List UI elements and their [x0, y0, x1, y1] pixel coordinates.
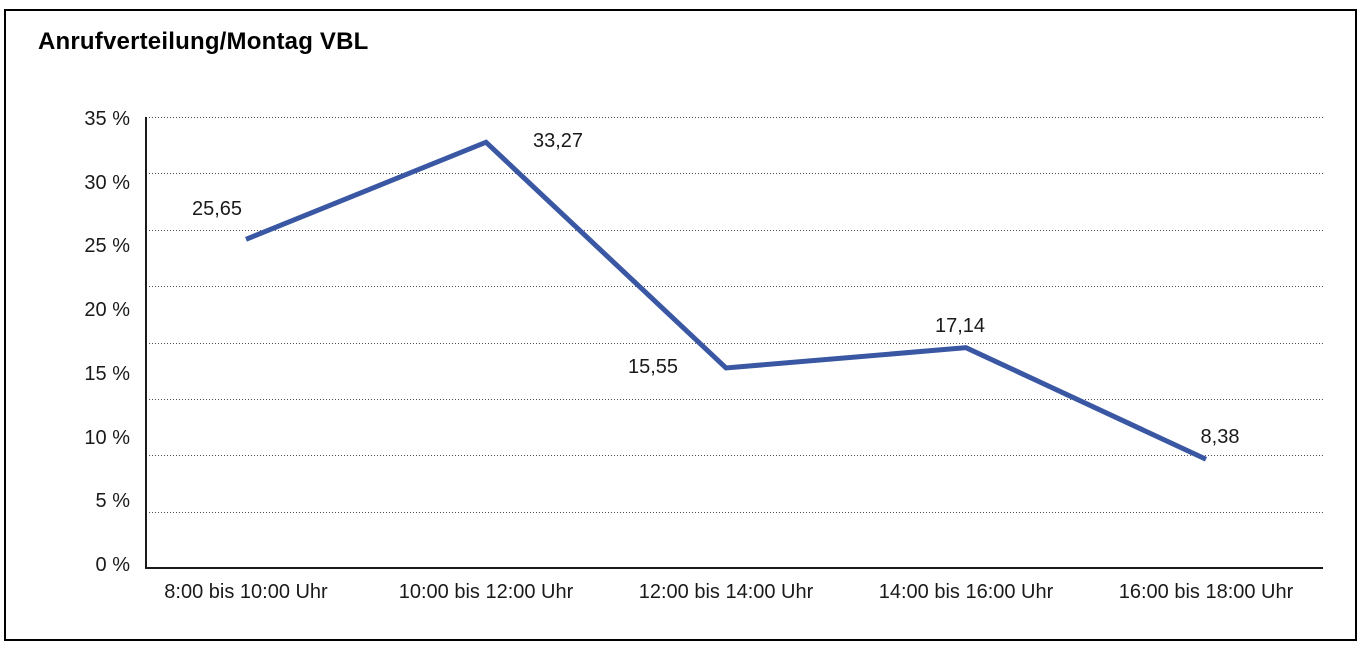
data-point-label: 8,38 [1200, 426, 1240, 449]
data-point-label: 15,55 [627, 355, 679, 378]
x-axis-category-label: 10:00 bis 12:00 Uhr [398, 581, 574, 603]
x-axis-line [145, 567, 1323, 569]
y-axis-tick-label: 15 % [84, 362, 130, 385]
chart-title: Anrufverteilung/Montag VBL [38, 28, 369, 55]
gridline [146, 117, 1323, 118]
x-axis-category-label: 14:00 bis 16:00 Uhr [878, 581, 1054, 603]
y-axis-tick-label: 35 % [84, 108, 130, 130]
data-point-label: 33,27 [532, 130, 584, 153]
y-axis-line [145, 117, 147, 569]
y-axis-tick-label: 5 % [95, 490, 130, 513]
y-axis-tick-label: 10 % [84, 426, 130, 449]
gridline [146, 398, 1323, 400]
gridline [146, 286, 1323, 288]
x-axis-category-label: 12:00 bis 14:00 Uhr [638, 581, 814, 603]
gridline [146, 455, 1323, 457]
y-axis-tick-label: 0 % [95, 553, 130, 576]
gridline [146, 511, 1323, 513]
y-axis-tick-label: 30 % [84, 171, 130, 194]
gridline [146, 229, 1323, 231]
chart-border-frame [4, 9, 1357, 641]
gridline [146, 173, 1323, 175]
data-point-label: 25,65 [191, 198, 243, 221]
gridline [146, 342, 1323, 344]
x-axis-category-label: 16:00 bis 18:00 Uhr [1118, 581, 1294, 603]
y-axis-tick-label: 20 % [84, 299, 130, 322]
y-axis-tick-label: 25 % [84, 235, 130, 258]
data-point-label: 17,14 [934, 314, 986, 337]
x-axis-category-label: 8:00 bis 10:00 Uhr [164, 581, 328, 603]
